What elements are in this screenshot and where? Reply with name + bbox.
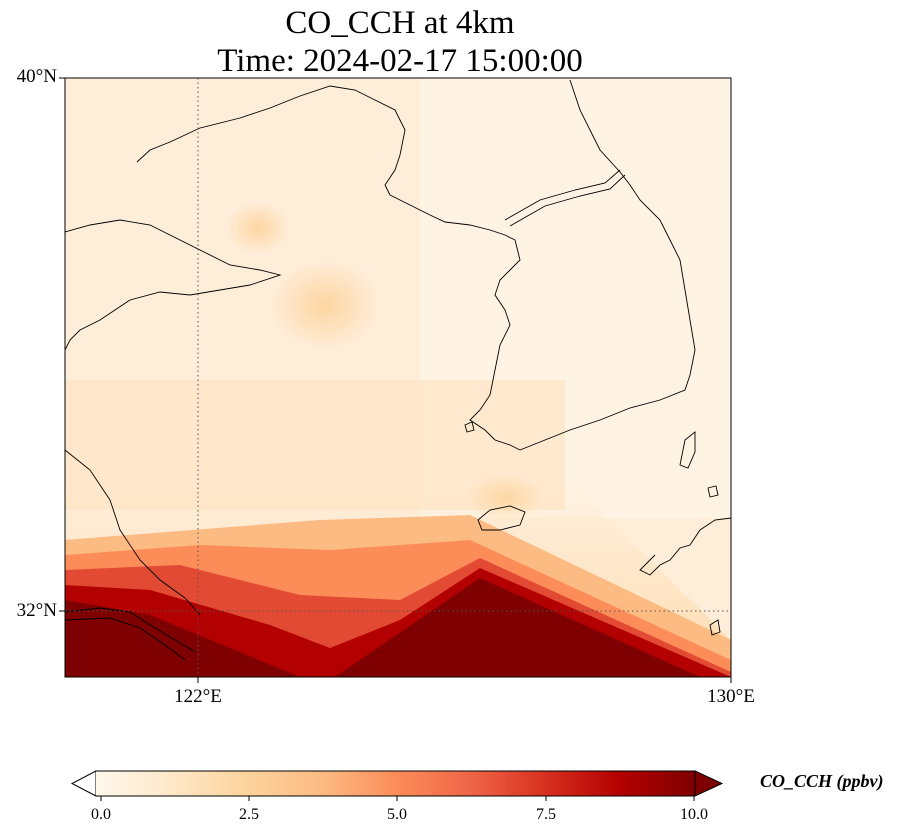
map-title: CO_CCH at 4km Time: 2024-02-17 15:00:00 — [0, 4, 800, 80]
jeju-island — [477, 505, 526, 531]
liaodong-coast — [136, 85, 406, 196]
small-island-a — [707, 485, 719, 498]
colorbar-label: CO_CCH (ppbv) — [760, 771, 884, 791]
colorbar-tick-7-5: 7.5 — [536, 806, 556, 823]
china-east-coast — [65, 449, 201, 616]
kyushu-coast — [639, 517, 731, 576]
lat-label-32n: 32°N — [16, 600, 57, 621]
colorbar — [70, 770, 724, 801]
north-korea-east-coast — [569, 79, 621, 173]
west-korea-coast — [389, 194, 521, 451]
yangtze-estuary — [65, 607, 196, 661]
axis-ticks — [59, 77, 732, 683]
colorbar-tick-2-5: 2.5 — [239, 806, 259, 823]
colorbar-tick-5: 5.0 — [387, 806, 407, 823]
map-frame — [64, 77, 732, 678]
colorbar-tick-0: 0.0 — [91, 806, 111, 823]
title-line-1: CO_CCH at 4km — [285, 5, 515, 41]
shandong-coast — [65, 219, 282, 351]
title-line-2: Time: 2024-02-17 15:00:00 — [217, 43, 583, 79]
tsushima-island — [679, 431, 696, 469]
colorbar-tick-10: 10.0 — [680, 806, 708, 823]
lat-label-40n: 40°N — [16, 66, 57, 87]
gridlines — [65, 78, 731, 677]
small-island-c — [464, 421, 475, 433]
small-island-b — [709, 619, 721, 636]
colorbar-gradient — [96, 771, 695, 796]
concentration-field — [65, 78, 731, 677]
lon-label-122e: 122°E — [174, 686, 222, 707]
coastlines — [65, 79, 731, 661]
dmz-border-lines — [504, 169, 626, 227]
colorbar-min-extension — [70, 770, 97, 797]
lon-label-130e: 130°E — [707, 686, 755, 707]
colorbar-max-extension — [694, 770, 724, 797]
korea-south-east-coast — [519, 171, 696, 451]
